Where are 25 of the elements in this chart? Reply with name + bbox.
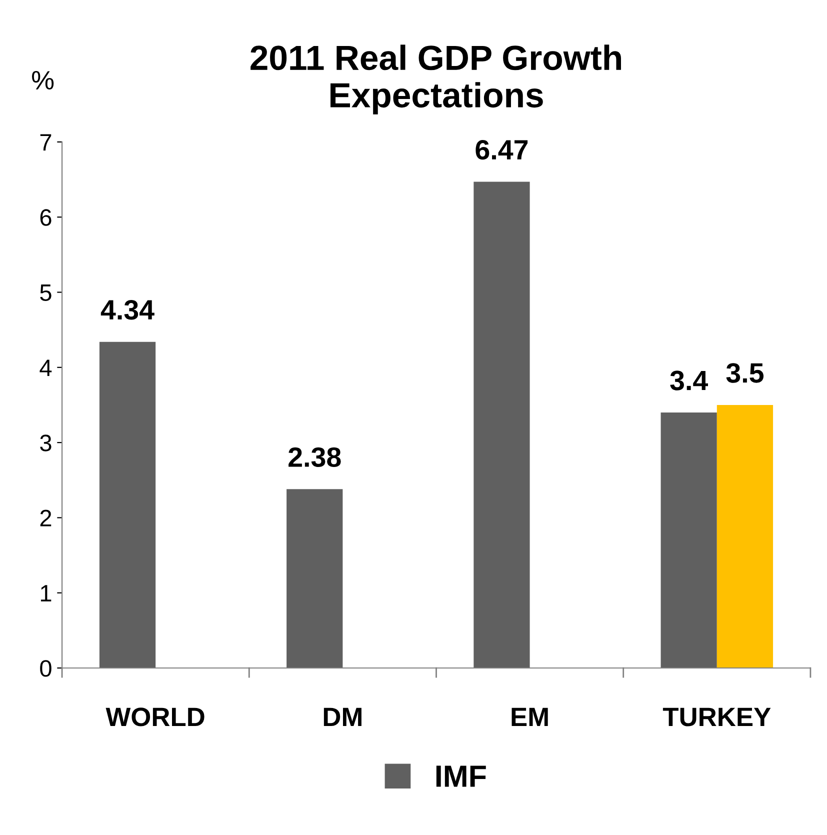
y-tick-label: 1 [40,585,52,602]
y-tick-label: 2 [40,510,52,526]
data-label: 4.34 [100,300,154,320]
x-tick-label: DM [324,708,362,726]
x-tick-label: TURKEY [662,708,771,726]
data-label: 3.5 [726,363,764,383]
y-tick-label: 6 [40,209,52,226]
data-label: 6.47 [476,140,528,160]
x-tick-label: WORLD [106,708,204,726]
bar [474,182,530,668]
y-tick-label: 5 [40,284,52,302]
bar [716,404,774,668]
bar [660,412,717,668]
y-tick-label: 7 [40,134,52,151]
bar [286,489,343,668]
data-label: 2.38 [288,447,341,468]
y-tick-label: 3 [40,434,52,452]
chart-title: 2011 Real GDP Growth Expectations [250,44,621,114]
y-tick-label: 4 [40,360,52,376]
bar [99,342,156,668]
data-label: 3.4 [670,370,708,390]
y-axis-title: % [32,71,54,90]
legend-label: IMF [436,766,486,787]
y-tick-label: 0 [40,660,52,677]
x-tick-label: EM [512,708,548,726]
